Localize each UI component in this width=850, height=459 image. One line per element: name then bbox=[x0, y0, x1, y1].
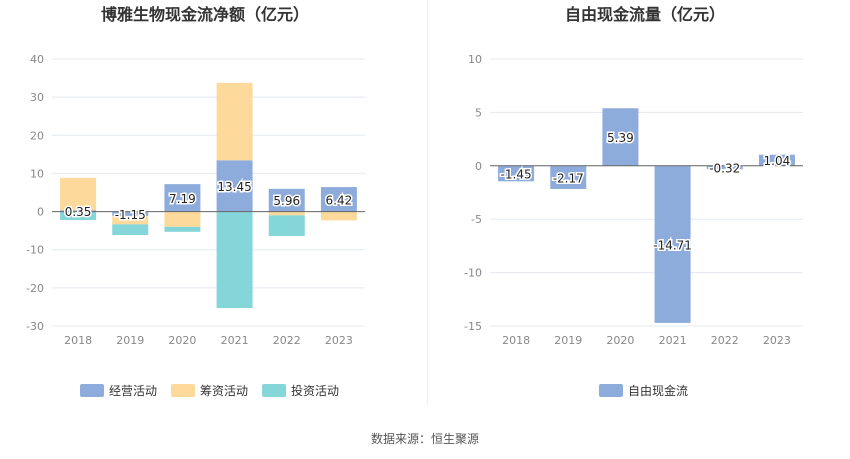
x-tick-label: 2021 bbox=[221, 334, 249, 347]
y-tick-label: -10 bbox=[26, 244, 44, 257]
y-tick-label: 40 bbox=[30, 53, 44, 66]
x-tick-label: 2022 bbox=[273, 334, 301, 347]
legend-swatch bbox=[262, 384, 287, 397]
legend-swatch bbox=[80, 384, 104, 397]
bar bbox=[60, 211, 97, 220]
legend-label: 自由现金流 bbox=[628, 383, 688, 398]
data-label: -14.71 bbox=[653, 238, 692, 252]
y-tick-label: -10 bbox=[464, 267, 482, 280]
panel-divider bbox=[427, 0, 428, 405]
bar bbox=[60, 210, 97, 212]
chart-title: 自由现金流量（亿元） bbox=[565, 5, 725, 24]
bar bbox=[164, 211, 201, 227]
data-label: 1.04 bbox=[764, 154, 791, 168]
x-tick-label: 2019 bbox=[554, 334, 582, 347]
data-label: 13.45 bbox=[217, 180, 251, 194]
data-label: 5.39 bbox=[607, 131, 634, 145]
bar bbox=[112, 215, 149, 225]
data-label: 5.96 bbox=[273, 194, 300, 208]
x-tick-label: 2021 bbox=[659, 334, 687, 347]
data-label: -1.15 bbox=[115, 208, 146, 222]
legend-label: 经营活动 bbox=[109, 384, 157, 398]
x-tick-label: 2020 bbox=[168, 334, 196, 347]
data-label: -0.32 bbox=[709, 162, 740, 176]
legend-label: 投资活动 bbox=[291, 383, 339, 398]
y-tick-label: -20 bbox=[26, 282, 44, 295]
y-tick-label: 5 bbox=[475, 106, 482, 119]
x-tick-label: 2020 bbox=[606, 334, 634, 347]
data-label: 6.42 bbox=[326, 193, 353, 207]
bar bbox=[654, 165, 691, 323]
bar bbox=[216, 82, 253, 161]
bar bbox=[320, 211, 357, 221]
y-tick-label: 10 bbox=[468, 53, 482, 66]
legend-swatch bbox=[599, 384, 623, 397]
data-label: -1.45 bbox=[501, 168, 532, 182]
bar bbox=[164, 226, 201, 232]
data-source-note: 数据来源：恒生聚源 bbox=[370, 432, 479, 446]
x-tick-label: 2023 bbox=[325, 334, 353, 347]
y-tick-label: 0 bbox=[475, 160, 482, 173]
bar bbox=[706, 165, 743, 170]
bar bbox=[60, 177, 97, 211]
bar bbox=[550, 165, 587, 189]
x-tick-label: 2022 bbox=[711, 334, 739, 347]
y-tick-label: -30 bbox=[26, 320, 44, 333]
y-tick-label: 0 bbox=[37, 206, 44, 219]
bar bbox=[268, 215, 305, 236]
y-tick-label: 20 bbox=[30, 129, 44, 142]
x-tick-label: 2019 bbox=[116, 334, 144, 347]
data-label: -2.17 bbox=[553, 171, 584, 185]
y-tick-label: -15 bbox=[464, 320, 482, 333]
bar bbox=[216, 211, 253, 309]
chart-title: 博雅生物现金流净额（亿元） bbox=[101, 5, 309, 24]
y-tick-label: -5 bbox=[471, 213, 482, 226]
bar bbox=[112, 224, 149, 236]
legend-label: 筹资活动 bbox=[200, 384, 248, 398]
bar bbox=[602, 108, 639, 166]
x-tick-label: 2023 bbox=[763, 334, 791, 347]
bar bbox=[758, 154, 795, 166]
bar bbox=[268, 211, 305, 216]
data-label: 0.35 bbox=[65, 205, 92, 219]
bar bbox=[216, 160, 253, 212]
bar bbox=[320, 187, 357, 212]
x-tick-label: 2018 bbox=[502, 334, 530, 347]
legend-swatch bbox=[171, 384, 196, 397]
bar bbox=[268, 188, 305, 212]
y-tick-label: 10 bbox=[30, 167, 44, 180]
data-label: 7.19 bbox=[169, 192, 196, 206]
bar bbox=[112, 211, 149, 216]
x-tick-label: 2018 bbox=[64, 334, 92, 347]
y-tick-label: 30 bbox=[30, 91, 44, 104]
bar bbox=[164, 184, 201, 212]
bar bbox=[498, 165, 535, 182]
